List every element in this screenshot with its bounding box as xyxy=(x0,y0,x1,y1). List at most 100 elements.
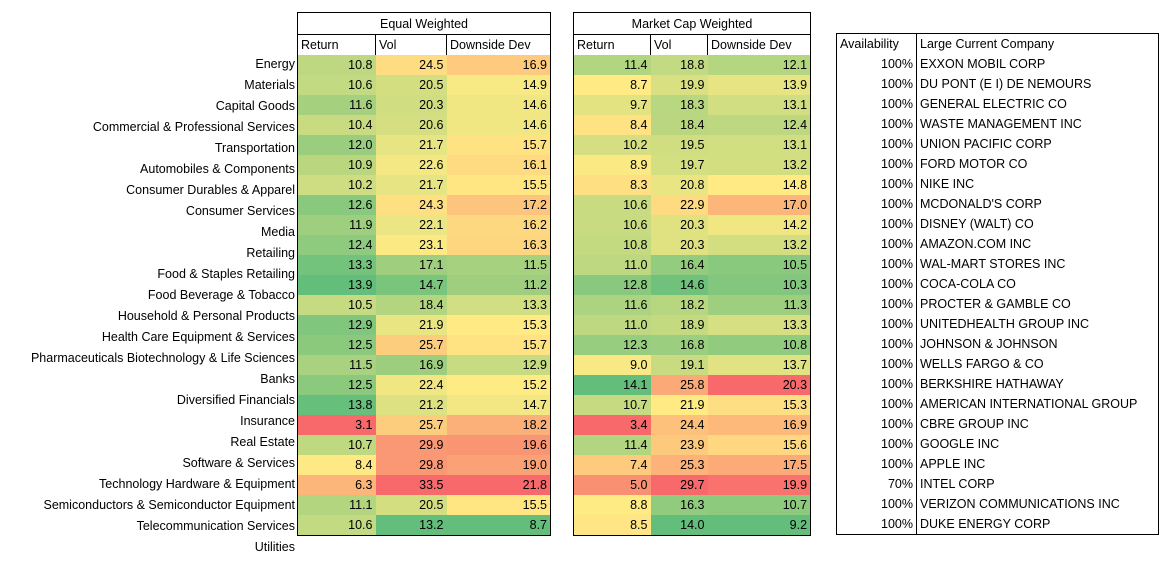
sector-label: Capital Goods xyxy=(215,99,295,113)
mc-row-automobiles-components: 8.9 19.7 13.2 xyxy=(573,155,812,175)
availability-cell: 100% xyxy=(836,394,917,414)
mc-vol-cell: 18.8 xyxy=(650,55,708,75)
mc-vol-cell: 19.7 xyxy=(650,155,708,175)
mc-vol-cell: 25.8 xyxy=(650,375,708,395)
eq-row-food-staples-retailing: 13.3 17.1 11.5 xyxy=(297,255,552,275)
mc-return-cell: 9.0 xyxy=(573,355,651,375)
eq-downside-dev-cell: 14.7 xyxy=(446,395,552,415)
mc-return-cell: 8.4 xyxy=(573,115,651,135)
sector-label: Semiconductors & Semiconductor Equipment xyxy=(43,498,295,512)
availability-cell: 100% xyxy=(836,254,917,274)
large-company-cell: MCDONALD'S CORP xyxy=(916,194,1159,214)
large-company-cell: WAL-MART STORES INC xyxy=(916,254,1159,274)
mc-return-cell: 9.7 xyxy=(573,95,651,115)
mc-return-cell: 8.7 xyxy=(573,75,651,95)
eq-return-cell: 13.3 xyxy=(297,255,376,275)
eq-downside-dev-cell: 19.0 xyxy=(446,455,552,475)
availability-cell: 100% xyxy=(836,454,917,474)
availability-row-energy: 100% EXXON MOBIL CORP xyxy=(836,54,1159,74)
eq-return-cell: 11.1 xyxy=(297,495,376,515)
eq-return-cell: 10.7 xyxy=(297,435,376,455)
availability-row-insurance: 100% AMERICAN INTERNATIONAL GROUP xyxy=(836,394,1159,414)
sector-label: Commercial & Professional Services xyxy=(92,120,295,134)
eq-row-real-estate: 3.1 25.7 18.2 xyxy=(297,415,552,435)
eq-vol-cell: 20.5 xyxy=(375,495,447,515)
large-company-header: Large Current Company xyxy=(916,33,1159,54)
sector-label: Utilities xyxy=(254,540,295,554)
eq-vol-cell: 23.1 xyxy=(375,235,447,255)
mc-return-cell: 12.3 xyxy=(573,335,651,355)
mc-vol-cell: 19.1 xyxy=(650,355,708,375)
availability-row-banks: 100% WELLS FARGO & CO xyxy=(836,354,1159,374)
eq-row-semiconductors-semiconductor-equipment: 6.3 33.5 21.8 xyxy=(297,475,552,495)
eq-row-materials: 10.6 20.5 14.9 xyxy=(297,75,552,95)
availability-cell: 100% xyxy=(836,434,917,454)
eq-row-household-personal-products: 10.5 18.4 13.3 xyxy=(297,295,552,315)
eq-downside-dev-cell: 19.6 xyxy=(446,435,552,455)
large-company-cell: UNITEDHEALTH GROUP INC xyxy=(916,314,1159,334)
eq-return-cell: 12.0 xyxy=(297,135,376,155)
market-cap-weighted-header: Market Cap Weighted xyxy=(572,12,812,35)
eq-downside-dev-cell: 14.6 xyxy=(446,115,552,135)
sector-label: Real Estate xyxy=(230,435,295,449)
mc-vol-cell: 14.0 xyxy=(650,515,708,536)
eq-return-cell: 10.6 xyxy=(297,515,376,536)
availability-cell: 100% xyxy=(836,234,917,254)
large-company-cell: NIKE INC xyxy=(916,174,1159,194)
mc-downside-dev-cell: 17.5 xyxy=(707,455,812,475)
eq-vol-cell: 14.7 xyxy=(375,275,447,295)
eq-downside-dev-cell: 15.5 xyxy=(446,495,552,515)
large-company-cell: APPLE INC xyxy=(916,454,1159,474)
availability-row-household-personal-products: 100% PROCTER & GAMBLE CO xyxy=(836,294,1159,314)
availability-table: Availability Large Current Company 100% E… xyxy=(836,33,1159,535)
mc-downside-dev-cell: 19.9 xyxy=(707,475,812,495)
sector-label: Media xyxy=(260,225,295,239)
equal-weighted-table: Equal Weighted Return Vol Downside Dev 1… xyxy=(296,12,552,536)
mc-downside-dev-cell: 12.1 xyxy=(707,55,812,75)
eq-vol-cell: 33.5 xyxy=(375,475,447,495)
eq-vol-cell: 20.6 xyxy=(375,115,447,135)
mc-row-materials: 8.7 19.9 13.9 xyxy=(573,75,812,95)
eq-return-cell: 12.4 xyxy=(297,235,376,255)
sector-label: Consumer Services xyxy=(185,204,295,218)
mc-downside-dev-cell: 15.6 xyxy=(707,435,812,455)
eq-return-cell: 12.9 xyxy=(297,315,376,335)
availability-row-pharmaceuticals-biotechnology-life-sciences: 100% JOHNSON & JOHNSON xyxy=(836,334,1159,354)
eq-vol-cell: 21.7 xyxy=(375,175,447,195)
sector-label: Household & Personal Products xyxy=(117,309,295,323)
large-company-cell: DUKE ENERGY CORP xyxy=(916,514,1159,535)
eq-row-retailing: 12.4 23.1 16.3 xyxy=(297,235,552,255)
eq-vol-header: Vol xyxy=(375,34,447,55)
availability-cell: 100% xyxy=(836,514,917,535)
mc-downside-dev-cell: 14.2 xyxy=(707,215,812,235)
eq-row-commercial-professional-services: 10.4 20.6 14.6 xyxy=(297,115,552,135)
large-company-cell: UNION PACIFIC CORP xyxy=(916,134,1159,154)
mc-vol-cell: 16.8 xyxy=(650,335,708,355)
mc-row-semiconductors-semiconductor-equipment: 5.0 29.7 19.9 xyxy=(573,475,812,495)
availability-row-media: 100% DISNEY (WALT) CO xyxy=(836,214,1159,234)
mc-vol-cell: 20.3 xyxy=(650,235,708,255)
sector-label: Food Beverage & Tobacco xyxy=(147,288,295,302)
mc-vol-header: Vol xyxy=(650,34,708,55)
mc-return-cell: 11.0 xyxy=(573,315,651,335)
eq-row-energy: 10.8 24.5 16.9 xyxy=(297,55,552,75)
eq-row-food-beverage-tobacco: 13.9 14.7 11.2 xyxy=(297,275,552,295)
eq-downside-dev-cell: 15.7 xyxy=(446,135,552,155)
large-company-cell: GENERAL ELECTRIC CO xyxy=(916,94,1159,114)
sector-label: Telecommunication Services xyxy=(136,519,295,533)
mc-vol-cell: 24.4 xyxy=(650,415,708,435)
sector-label: Materials xyxy=(244,78,295,92)
eq-downside-dev-cell: 12.9 xyxy=(446,355,552,375)
mc-vol-cell: 16.3 xyxy=(650,495,708,515)
mc-return-cell: 11.4 xyxy=(573,55,651,75)
availability-cell: 100% xyxy=(836,54,917,74)
eq-downside-dev-cell: 18.2 xyxy=(446,415,552,435)
availability-cell: 100% xyxy=(836,414,917,434)
mc-return-cell: 8.3 xyxy=(573,175,651,195)
mc-downside-dev-cell: 15.3 xyxy=(707,395,812,415)
mc-row-energy: 11.4 18.8 12.1 xyxy=(573,55,812,75)
eq-vol-cell: 22.1 xyxy=(375,215,447,235)
eq-return-cell: 10.5 xyxy=(297,295,376,315)
eq-return-cell: 11.6 xyxy=(297,95,376,115)
mc-downside-dev-header: Downside Dev xyxy=(706,34,812,55)
